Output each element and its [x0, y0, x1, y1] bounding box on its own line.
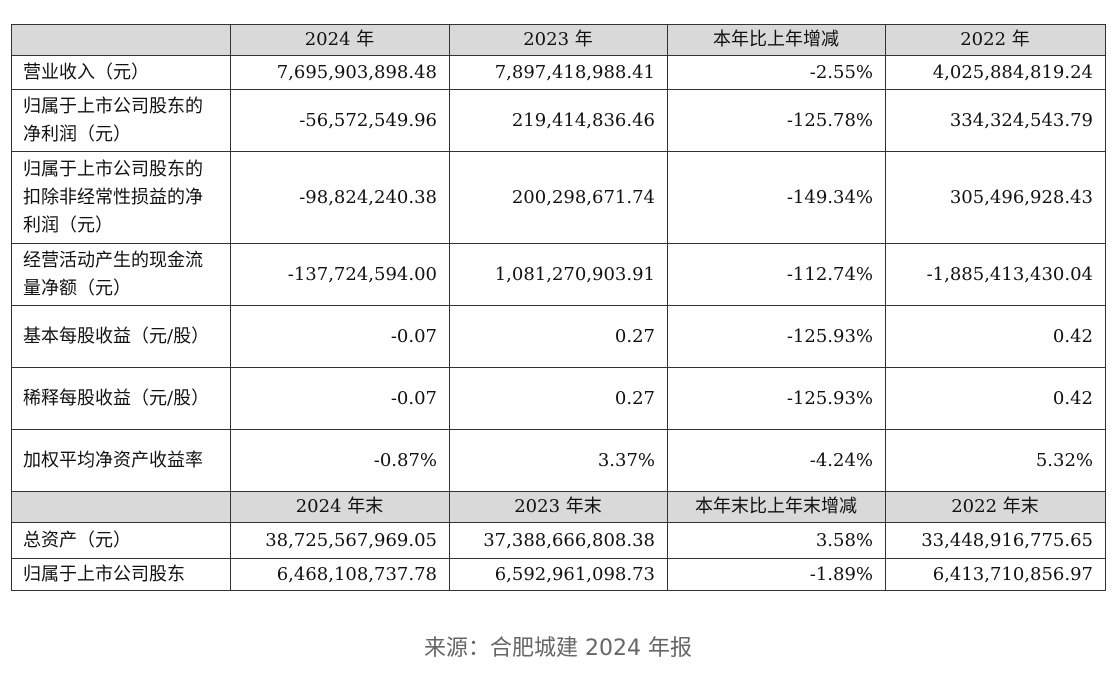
value-cell: 4,025,884,819.24 — [885, 55, 1106, 90]
source-caption: 来源：合肥城建 2024 年报 — [424, 636, 692, 661]
table-header-row: 2024 年 2023 年 本年比上年增减 2022 年 — [11, 24, 1106, 56]
value-cell: 6,468,108,737.78 — [230, 558, 450, 591]
value-cell: 219,414,836.46 — [449, 89, 668, 152]
value-cell: 7,897,418,988.41 — [449, 55, 668, 90]
value-cell: -56,572,549.96 — [230, 89, 450, 152]
table-row: 总资产（元） 38,725,567,969.05 37,388,666,808.… — [11, 522, 1106, 559]
value-cell: 334,324,543.79 — [885, 89, 1106, 152]
value-cell: -149.34% — [667, 151, 886, 244]
value-cell: -112.74% — [667, 243, 886, 306]
financial-summary-table: 2024 年 2023 年 本年比上年增减 2022 年 营业收入（元） 7,6… — [11, 24, 1106, 591]
value-cell: -125.93% — [667, 367, 886, 430]
header-cell — [11, 491, 231, 523]
table-row: 归属于上市公司股东的净利润（元） -56,572,549.96 219,414,… — [11, 89, 1106, 152]
value-cell: -1.89% — [667, 558, 886, 591]
row-label: 归属于上市公司股东的扣除非经常性损益的净利润（元） — [11, 151, 231, 244]
value-cell: 5.32% — [885, 429, 1106, 492]
table-header-row: 2024 年末 2023 年末 本年末比上年末增减 2022 年末 — [11, 491, 1106, 523]
table-row: 基本每股收益（元/股） -0.07 0.27 -125.93% 0.42 — [11, 305, 1106, 368]
value-cell: 37,388,666,808.38 — [449, 522, 668, 559]
value-cell: 0.27 — [449, 367, 668, 430]
value-cell: 0.42 — [885, 305, 1106, 368]
value-cell: 0.27 — [449, 305, 668, 368]
row-label: 经营活动产生的现金流量净额（元） — [11, 243, 231, 306]
header-cell: 2023 年末 — [449, 491, 668, 523]
value-cell: 7,695,903,898.48 — [230, 55, 450, 90]
value-cell: 6,413,710,856.97 — [885, 558, 1106, 591]
table-row: 归属于上市公司股东 6,468,108,737.78 6,592,961,098… — [11, 558, 1106, 591]
row-label: 基本每股收益（元/股） — [11, 305, 231, 368]
row-label: 营业收入（元） — [11, 55, 231, 90]
header-cell: 2022 年末 — [885, 491, 1106, 523]
row-label: 归属于上市公司股东的净利润（元） — [11, 89, 231, 152]
value-cell: 1,081,270,903.91 — [449, 243, 668, 306]
header-cell: 本年比上年增减 — [667, 24, 886, 56]
value-cell: -98,824,240.38 — [230, 151, 450, 244]
table-row: 经营活动产生的现金流量净额（元） -137,724,594.00 1,081,2… — [11, 243, 1106, 306]
table-row: 归属于上市公司股东的扣除非经常性损益的净利润（元） -98,824,240.38… — [11, 151, 1106, 244]
value-cell: -0.07 — [230, 367, 450, 430]
header-cell: 本年末比上年末增减 — [667, 491, 886, 523]
value-cell: 3.58% — [667, 522, 886, 559]
value-cell: -125.93% — [667, 305, 886, 368]
header-cell: 2023 年 — [449, 24, 668, 56]
value-cell: 3.37% — [449, 429, 668, 492]
value-cell: 0.42 — [885, 367, 1106, 430]
value-cell: 6,592,961,098.73 — [449, 558, 668, 591]
value-cell: -0.87% — [230, 429, 450, 492]
header-cell: 2024 年 — [230, 24, 450, 56]
value-cell: -4.24% — [667, 429, 886, 492]
row-label: 加权平均净资产收益率 — [11, 429, 231, 492]
value-cell: 305,496,928.43 — [885, 151, 1106, 244]
row-label: 稀释每股收益（元/股） — [11, 367, 231, 430]
header-cell — [11, 24, 231, 56]
value-cell: -0.07 — [230, 305, 450, 368]
value-cell: -1,885,413,430.04 — [885, 243, 1106, 306]
header-cell: 2022 年 — [885, 24, 1106, 56]
value-cell: 200,298,671.74 — [449, 151, 668, 244]
row-label: 归属于上市公司股东 — [11, 558, 231, 591]
table-row: 稀释每股收益（元/股） -0.07 0.27 -125.93% 0.42 — [11, 367, 1106, 430]
value-cell: -2.55% — [667, 55, 886, 90]
table-row: 营业收入（元） 7,695,903,898.48 7,897,418,988.4… — [11, 55, 1106, 90]
value-cell: -137,724,594.00 — [230, 243, 450, 306]
header-cell: 2024 年末 — [230, 491, 450, 523]
table-row: 加权平均净资产收益率 -0.87% 3.37% -4.24% 5.32% — [11, 429, 1106, 492]
value-cell: 33,448,916,775.65 — [885, 522, 1106, 559]
value-cell: 38,725,567,969.05 — [230, 522, 450, 559]
value-cell: -125.78% — [667, 89, 886, 152]
row-label: 总资产（元） — [11, 522, 231, 559]
